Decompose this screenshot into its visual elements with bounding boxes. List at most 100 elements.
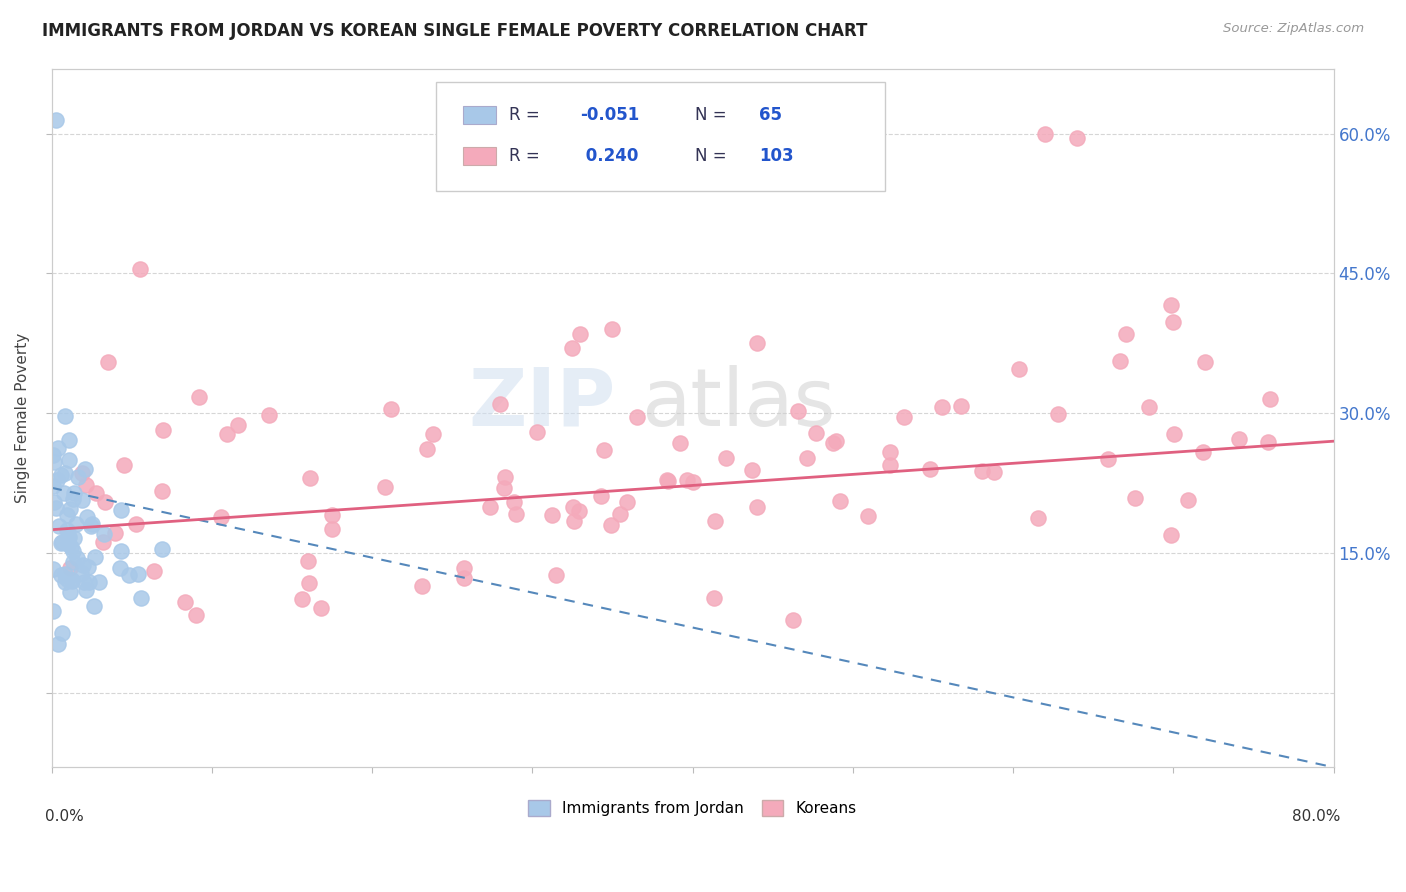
Point	[1066, 131, 1088, 145]
Point	[422, 427, 444, 442]
Point	[1161, 315, 1184, 329]
Point	[87, 574, 110, 589]
Point	[950, 399, 973, 413]
Point	[42, 495, 65, 509]
Point	[46, 442, 69, 456]
Point	[494, 481, 516, 495]
Point	[48, 518, 70, 533]
Point	[1109, 354, 1132, 368]
Point	[1177, 493, 1199, 508]
FancyBboxPatch shape	[463, 106, 496, 124]
Point	[53, 575, 76, 590]
Point	[297, 554, 319, 568]
Point	[184, 607, 207, 622]
Point	[59, 541, 82, 555]
Point	[56, 536, 79, 550]
Point	[599, 517, 621, 532]
Text: 65: 65	[759, 106, 782, 124]
Point	[42, 604, 65, 618]
Point	[714, 450, 737, 465]
Point	[416, 442, 439, 456]
Point	[150, 483, 173, 498]
Point	[1097, 451, 1119, 466]
Point	[84, 485, 107, 500]
Point	[568, 504, 591, 518]
Point	[1257, 434, 1279, 449]
Point	[58, 452, 80, 467]
Point	[69, 566, 91, 580]
Point	[856, 508, 879, 523]
Text: Source: ZipAtlas.com: Source: ZipAtlas.com	[1223, 22, 1364, 36]
Point	[83, 599, 105, 614]
Point	[321, 522, 343, 536]
Point	[920, 462, 942, 476]
Point	[56, 531, 79, 545]
Point	[257, 409, 280, 423]
Point	[602, 322, 624, 336]
Point	[110, 502, 132, 516]
Point	[821, 435, 844, 450]
Point	[91, 534, 114, 549]
Text: ZIP: ZIP	[468, 365, 616, 443]
Point	[75, 583, 97, 598]
Point	[65, 517, 87, 532]
Point	[879, 445, 901, 459]
Point	[128, 261, 150, 276]
Point	[562, 514, 585, 528]
Point	[626, 409, 648, 424]
Point	[63, 486, 86, 500]
Point	[56, 523, 79, 537]
Point	[1115, 326, 1137, 341]
FancyBboxPatch shape	[436, 82, 884, 191]
Text: 0.0%: 0.0%	[45, 809, 84, 824]
Point	[676, 473, 699, 487]
Point	[93, 494, 115, 508]
Point	[703, 514, 725, 528]
Point	[478, 500, 501, 514]
Point	[226, 418, 249, 433]
Point	[747, 500, 769, 514]
Point	[51, 626, 73, 640]
Point	[495, 470, 517, 484]
Point	[411, 579, 433, 593]
Y-axis label: Single Female Poverty: Single Female Poverty	[15, 333, 30, 503]
Point	[1046, 407, 1069, 421]
Point	[1194, 355, 1216, 369]
Point	[118, 568, 141, 582]
Point	[66, 469, 89, 483]
Point	[1137, 400, 1160, 414]
Point	[562, 500, 585, 515]
Point	[453, 571, 475, 585]
Point	[541, 508, 564, 522]
Point	[374, 480, 396, 494]
Point	[453, 561, 475, 575]
Point	[745, 336, 768, 351]
Point	[59, 584, 82, 599]
Point	[796, 451, 818, 466]
Point	[787, 404, 810, 418]
Point	[142, 564, 165, 578]
Point	[209, 509, 232, 524]
Point	[53, 486, 76, 500]
Point	[825, 434, 848, 448]
Point	[1008, 362, 1031, 376]
Point	[782, 613, 804, 627]
Point	[669, 436, 692, 450]
Point	[46, 473, 69, 487]
Point	[489, 397, 512, 411]
Point	[879, 458, 901, 472]
Point	[298, 470, 321, 484]
Point	[58, 530, 80, 544]
Point	[502, 495, 524, 509]
Text: 0.240: 0.240	[579, 147, 638, 165]
Text: -0.051: -0.051	[579, 106, 638, 124]
Point	[104, 525, 127, 540]
Point	[129, 591, 152, 605]
Point	[77, 575, 100, 590]
Point	[1160, 298, 1182, 312]
Text: IMMIGRANTS FROM JORDAN VS KOREAN SINGLE FEMALE POVERTY CORRELATION CHART: IMMIGRANTS FROM JORDAN VS KOREAN SINGLE …	[42, 22, 868, 40]
Point	[1033, 127, 1056, 141]
Point	[569, 326, 592, 341]
Point	[56, 572, 79, 586]
Text: atlas: atlas	[641, 365, 835, 443]
